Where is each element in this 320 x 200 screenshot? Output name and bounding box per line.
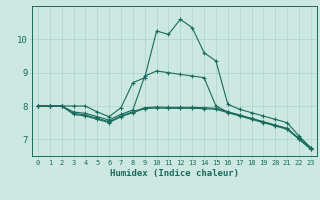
X-axis label: Humidex (Indice chaleur): Humidex (Indice chaleur)	[110, 169, 239, 178]
